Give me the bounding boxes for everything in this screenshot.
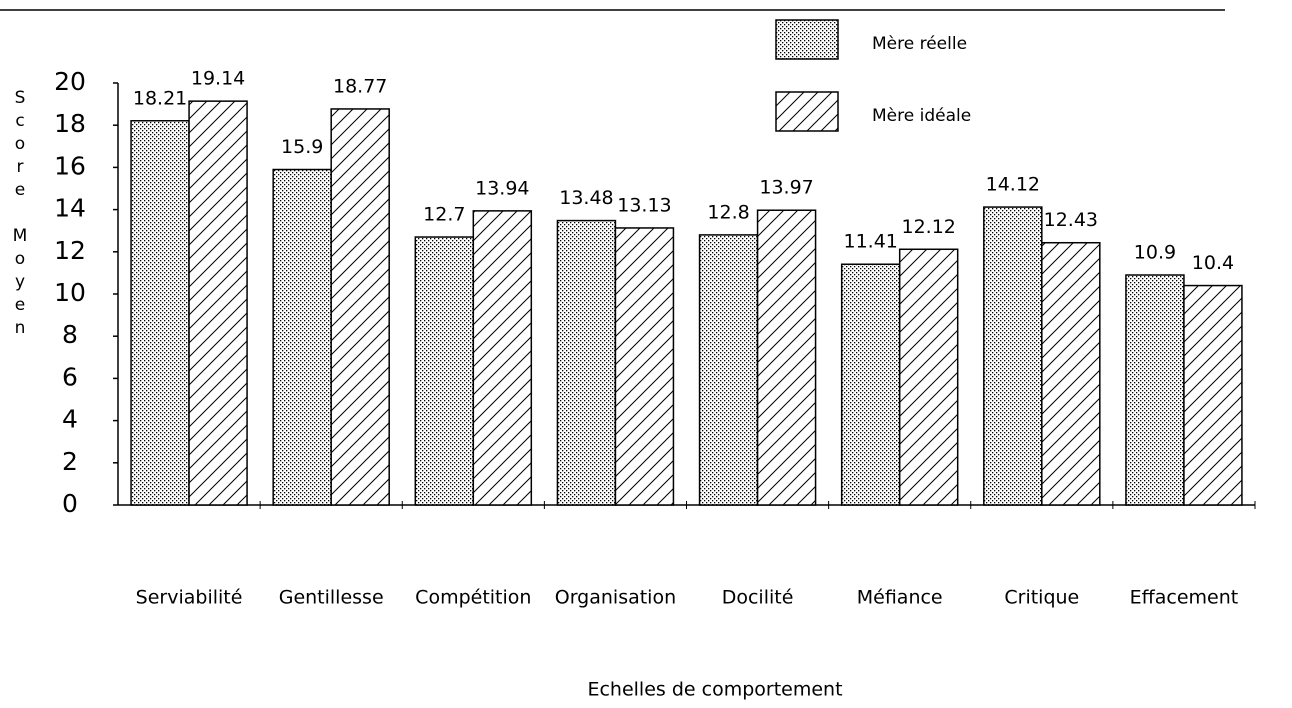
value-label: 13.97	[759, 177, 813, 199]
y-tick-label: 6	[62, 362, 78, 391]
y-axis-label: Score Moyen	[10, 88, 30, 341]
x-tick-label: Gentillesse	[279, 587, 384, 609]
value-label: 12.43	[1044, 209, 1098, 231]
value-label: 15.9	[281, 136, 323, 158]
bar	[840, 263, 901, 506]
bar	[330, 108, 390, 506]
bar	[188, 100, 248, 506]
x-tick-label: Méfiance	[857, 587, 943, 609]
y-tick-label: 14	[54, 194, 86, 223]
x-tick-label: Effacement	[1130, 587, 1239, 609]
value-label: 14.12	[986, 174, 1040, 196]
value-label: 13.48	[559, 187, 613, 209]
legend-label: Mère réelle	[872, 34, 967, 54]
value-label: 10.4	[1192, 252, 1234, 274]
y-tick-label: 8	[62, 320, 78, 349]
value-label: 12.12	[901, 216, 955, 238]
bar	[472, 210, 533, 506]
y-tick-label: 12	[54, 236, 86, 265]
x-tick-label: Docilité	[722, 587, 794, 609]
bar	[1125, 274, 1185, 506]
x-tick-label: Organisation	[555, 587, 676, 609]
value-label: 13.94	[475, 177, 529, 199]
value-label: 12.8	[707, 201, 749, 223]
bar	[130, 120, 190, 506]
y-tick-label: 2	[62, 447, 78, 476]
value-label: 10.9	[1134, 242, 1176, 264]
y-tick-label: 18	[54, 109, 86, 138]
value-label: 19.14	[191, 68, 245, 90]
y-tick-label: 0	[62, 489, 78, 518]
y-tick-label: 10	[54, 278, 86, 307]
y-tick-label: 20	[54, 67, 86, 96]
legend-label: Mère idéale	[872, 106, 971, 126]
value-label: 13.13	[617, 194, 671, 216]
bar	[614, 227, 675, 506]
x-tick-label: Compétition	[415, 587, 531, 609]
bar	[756, 209, 817, 506]
bar	[556, 219, 617, 506]
value-label: 11.41	[843, 231, 897, 253]
bar	[414, 236, 475, 506]
legend-swatch	[775, 19, 839, 60]
x-tick-label: Serviabilité	[136, 587, 243, 609]
bar	[1041, 241, 1101, 506]
y-tick-label: 16	[54, 151, 86, 180]
bar	[983, 206, 1043, 506]
value-label: 12.7	[423, 204, 465, 226]
value-label: 18.77	[333, 75, 387, 97]
y-tick-label: 4	[62, 405, 78, 434]
bar	[698, 234, 759, 506]
value-label: 18.21	[133, 87, 187, 109]
x-tick-label: Critique	[1004, 587, 1079, 609]
bar	[898, 248, 959, 506]
x-axis-label: Echelles de comportement	[587, 679, 842, 701]
bar	[1183, 284, 1243, 506]
bar	[272, 168, 332, 506]
legend-swatch	[775, 91, 839, 132]
